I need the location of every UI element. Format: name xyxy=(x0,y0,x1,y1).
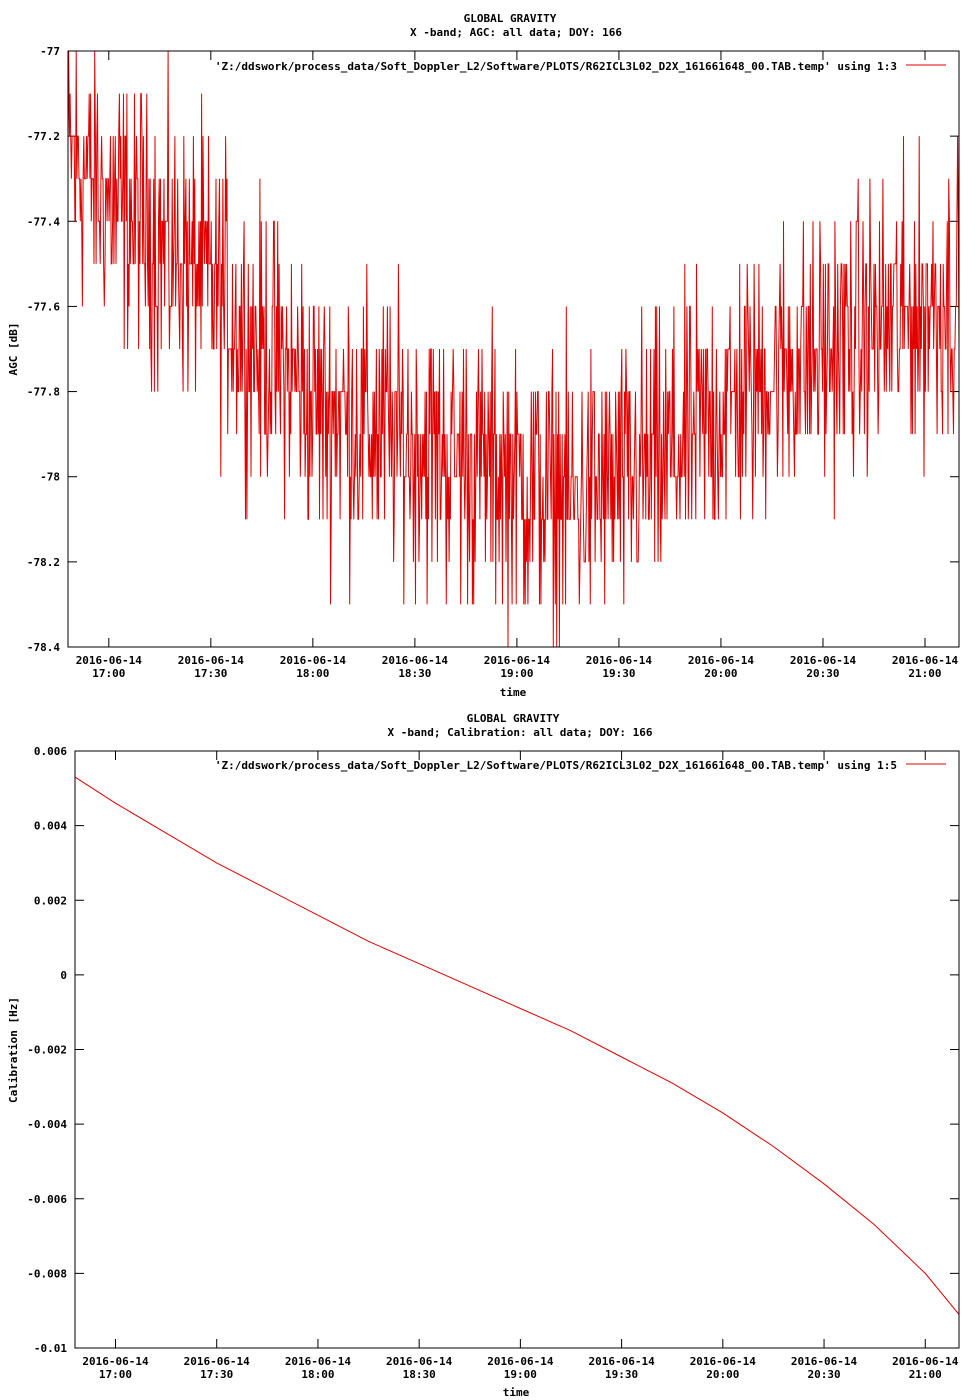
agc-chart-ytick-label: -78.4 xyxy=(27,641,60,654)
calibration-chart-xtick-time: 20:00 xyxy=(706,1368,739,1381)
calibration-chart-ytick-label: -0.004 xyxy=(27,1118,67,1131)
agc-chart-plot-frame xyxy=(67,50,960,648)
calibration-chart-title: GLOBAL GRAVITY xyxy=(467,712,560,725)
agc-chart-xtick-time: 18:00 xyxy=(296,667,329,680)
calibration-chart-xlabel: time xyxy=(503,1386,530,1399)
calibration-chart-xtick-time: 19:30 xyxy=(605,1368,638,1381)
agc-chart-xtick-time: 17:30 xyxy=(194,667,227,680)
calibration-chart-ytick-label: -0.002 xyxy=(27,1044,67,1057)
calibration-chart-xtick-date: 2016-06-14 xyxy=(791,1355,858,1368)
calibration-chart-ytick-label: -0.008 xyxy=(27,1267,67,1280)
calibration-chart-xtick-date: 2016-06-14 xyxy=(82,1355,149,1368)
calibration-chart-xtick-date: 2016-06-14 xyxy=(184,1355,251,1368)
calibration-chart-series-line xyxy=(74,776,960,1315)
agc-chart-xtick-date: 2016-06-14 xyxy=(484,654,551,667)
calibration-chart-ytick-label: 0.002 xyxy=(34,894,67,907)
agc-chart-xtick-time: 19:30 xyxy=(602,667,635,680)
calibration-chart-xtick-time: 17:00 xyxy=(99,1368,132,1381)
calibration-chart: GLOBAL GRAVITY X -band; Calibration: all… xyxy=(7,712,960,1399)
agc-chart-ytick-label: -77.4 xyxy=(27,215,60,228)
agc-chart-xtick-time: 17:00 xyxy=(92,667,125,680)
agc-chart-xtick-date: 2016-06-14 xyxy=(688,654,755,667)
calibration-chart-plot-frame xyxy=(74,750,960,1349)
agc-chart-ytick-label: -78.2 xyxy=(27,556,60,569)
agc-chart-xtick-time: 20:00 xyxy=(704,667,737,680)
agc-chart-xlabel: time xyxy=(500,686,527,699)
calibration-chart-ytick-label: 0.006 xyxy=(34,745,67,758)
calibration-chart-xtick-time: 19:00 xyxy=(504,1368,537,1381)
calibration-chart-xtick-date: 2016-06-14 xyxy=(285,1355,352,1368)
agc-chart-xtick-date: 2016-06-14 xyxy=(382,654,449,667)
calibration-chart-ytick-label: 0 xyxy=(60,969,67,982)
calibration-chart-xtick-date: 2016-06-14 xyxy=(487,1355,554,1368)
calibration-chart-xtick-date: 2016-06-14 xyxy=(892,1355,959,1368)
agc-chart-xtick-date: 2016-06-14 xyxy=(892,654,959,667)
calibration-chart-xtick-time: 21:00 xyxy=(909,1368,942,1381)
calibration-chart-ylabel: Calibration [Hz] xyxy=(7,997,20,1103)
agc-chart-xtick-date: 2016-06-14 xyxy=(586,654,653,667)
calibration-chart-ytick-label: 0.004 xyxy=(34,820,67,833)
agc-chart-ytick-label: -78 xyxy=(40,471,60,484)
calibration-chart-legend-label: 'Z:/ddswork/process_data/Soft_Doppler_L2… xyxy=(215,759,897,772)
agc-chart-xtick-date: 2016-06-14 xyxy=(76,654,143,667)
agc-chart-xtick-date: 2016-06-14 xyxy=(280,654,347,667)
agc-chart: GLOBAL GRAVITY X -band; AGC: all data; D… xyxy=(7,12,960,699)
calibration-chart-xtick-time: 20:30 xyxy=(807,1368,840,1381)
calibration-chart-xtick-date: 2016-06-14 xyxy=(690,1355,757,1368)
agc-chart-xtick-date: 2016-06-14 xyxy=(790,654,857,667)
calibration-chart-xtick-time: 18:00 xyxy=(301,1368,334,1381)
agc-chart-ylabel: AGC [dB] xyxy=(7,323,20,376)
agc-chart-xtick-time: 20:30 xyxy=(806,667,839,680)
calibration-chart-xtick-date: 2016-06-14 xyxy=(386,1355,453,1368)
agc-chart-xtick-time: 18:30 xyxy=(398,667,431,680)
calibration-chart-xtick-date: 2016-06-14 xyxy=(588,1355,655,1368)
agc-chart-xtick-time: 19:00 xyxy=(500,667,533,680)
calibration-chart-xtick-time: 18:30 xyxy=(403,1368,436,1381)
agc-chart-ytick-label: -77.2 xyxy=(27,130,60,143)
agc-chart-xtick-date: 2016-06-14 xyxy=(178,654,245,667)
calibration-chart-ytick-label: -0.01 xyxy=(34,1342,67,1355)
agc-chart-ytick-label: -77.8 xyxy=(27,386,60,399)
agc-chart-ytick-label: -77.6 xyxy=(27,300,60,313)
calibration-chart-ytick-label: -0.006 xyxy=(27,1193,67,1206)
agc-chart-subtitle: X -band; AGC: all data; DOY: 166 xyxy=(410,26,622,39)
agc-chart-legend-label: 'Z:/ddswork/process_data/Soft_Doppler_L2… xyxy=(215,60,897,73)
agc-chart-ytick-label: -77 xyxy=(40,45,60,58)
agc-chart-xtick-time: 21:00 xyxy=(908,667,941,680)
calibration-chart-xtick-time: 17:30 xyxy=(200,1368,233,1381)
calibration-chart-subtitle: X -band; Calibration: all data; DOY: 166 xyxy=(388,726,653,739)
agc-chart-series-line xyxy=(67,50,960,648)
agc-chart-title: GLOBAL GRAVITY xyxy=(464,12,557,25)
